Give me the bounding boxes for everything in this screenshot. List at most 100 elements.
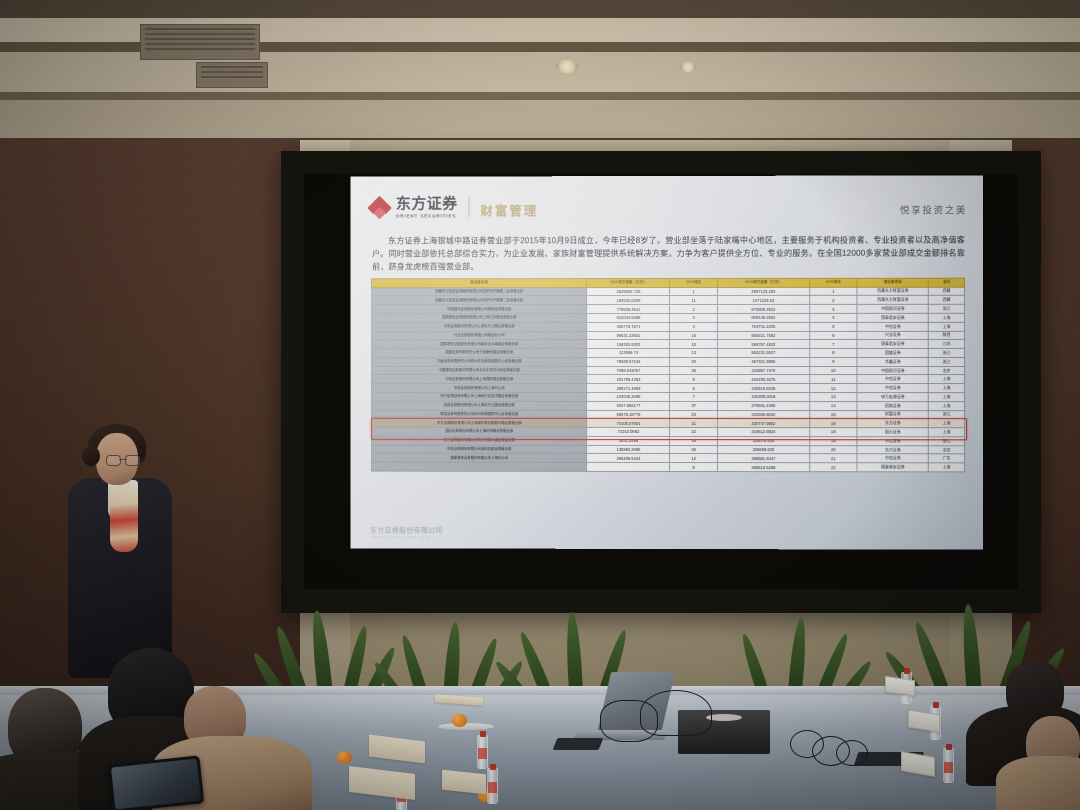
ceiling <box>0 0 1080 152</box>
table-cell: 国泰君安证券 <box>857 313 929 323</box>
table-cell: 2897143.284 <box>717 286 810 296</box>
water-bottle[interactable] <box>487 764 498 804</box>
table-cell: 申万宏源证券 <box>857 392 929 402</box>
table-cell: 国盛证券 <box>857 348 929 358</box>
water-bottle[interactable] <box>477 731 488 769</box>
table-cell: 11 <box>809 374 858 384</box>
table-cell: 18 <box>809 427 858 437</box>
cable-connector-box <box>552 738 604 750</box>
table-cell: 浙江 <box>928 410 965 420</box>
table-cell: 西藏东方财富证券股份有限公司拉萨东环路第二证券营业部 <box>371 295 588 305</box>
table-cell <box>587 462 670 472</box>
table-cell: 289271.4969 <box>587 383 670 393</box>
presenter-hair-bun <box>82 446 100 466</box>
table-cell: 西藏东方财富证券股份有限公司拉萨东环路第二证券营业部 <box>371 287 588 297</box>
table-row: 中国银河证券股份有限公司北京中关村大街证券营业部 7098.032057 35 433… <box>371 366 965 375</box>
table-cell: 国元证券 <box>857 427 929 437</box>
table-cell: 中信证券 <box>857 322 929 331</box>
table-row: 国泰君安证券股份有限公司南京太平南路证券营业部 198393.9303 10 5967… <box>371 339 965 349</box>
slide-body-text: 东方证券上海银城中路证券营业部于2015年10月9日成立，今年已经8岁了。营业部… <box>372 234 965 274</box>
table-header-cell-6: 省份 <box>928 278 965 287</box>
table-cell: 378931.4396 <box>717 401 810 411</box>
slide-slogan: 悦享投资之美 <box>900 205 968 217</box>
table-cell: 上海 <box>928 322 965 331</box>
table-cell: 中信证券股份有限公司上海分公司 <box>371 383 588 393</box>
table-cell: 东兴证券 <box>857 445 929 455</box>
table-cell: 135984.2695 <box>587 445 670 454</box>
smartphone-recording[interactable] <box>107 755 205 810</box>
fruit-plate <box>438 723 494 730</box>
table-row: 国泰君安证券股份有限公司上海江苏路证券营业部 522044.8458 3 809139… <box>371 313 965 323</box>
slide-header: 东方证券 ORIENT SECURITIES 财富管理 悦享投资之美 <box>367 195 969 226</box>
table-cell: 中国银河证券 <box>857 304 929 314</box>
table-cell: 296206.5424 <box>587 453 670 463</box>
table-row: 西藏东方财富证券股份有限公司拉萨东环路第二证券营业部 180632.0309 11 2… <box>371 295 965 305</box>
table-header-cell-5: 营业部券商 <box>857 278 929 287</box>
table-cell: 西藏 <box>928 286 965 296</box>
table-cell: 8 <box>809 348 858 358</box>
table-header-cell-0: 营业部名称 <box>371 278 588 288</box>
table-cell: 37 <box>669 401 718 411</box>
table-cell: 浙江 <box>928 436 965 446</box>
table-cell: 22 <box>669 427 718 437</box>
table-cell: 56678.18779 <box>587 409 670 419</box>
table-cell: 中信证券 <box>857 383 929 393</box>
table-cell: 20 <box>669 357 718 367</box>
table-cell: 40 <box>669 445 718 454</box>
presenter-scarf <box>110 486 138 552</box>
ceiling-vent <box>196 62 268 88</box>
table-cell: 招商证券 <box>857 401 929 411</box>
table-cell: 433857.7376 <box>717 366 810 375</box>
table-cell: 2625902.729 <box>587 287 670 296</box>
table-header-cell-1: 2019成交金额（亿元） <box>587 278 670 288</box>
water-bottle[interactable] <box>943 744 954 783</box>
cable-run <box>600 700 658 742</box>
table-cell: 430309.0018 <box>717 392 810 402</box>
table-cell: 招商证券股份有限公司上海牡丹江路证券营业部 <box>371 401 588 410</box>
table-cell: 35 <box>669 366 718 375</box>
table-row: 中国银河证券股份有限公司网络证券营业部 779839.3541 2 875809.39… <box>371 304 965 314</box>
table-cell: 656221.7582 <box>717 330 810 340</box>
table-cell: 兴业证券股份有限公司陕西分公司 <box>371 331 588 340</box>
table-cell: 3531.2498 <box>587 436 670 446</box>
table-cell: 国泰君安证券 <box>857 462 929 472</box>
table-cell: 广东 <box>928 454 965 464</box>
table-body: 西藏东方财富证券股份有限公司拉萨东环路第二证券营业部 2625902.729 1 2 8… <box>371 286 965 472</box>
table-cell: 7 <box>809 339 858 349</box>
ranking-table: 营业部名称 2019成交金额（亿元） 2019排名 2020成交金额（亿元） 2020排… <box>371 278 965 473</box>
ranking-table-wrap: 营业部名称 2019成交金额（亿元） 2019排名 2020成交金额（亿元） 2020排… <box>370 278 968 473</box>
table-cell: 522044.8458 <box>587 313 670 323</box>
table-cell: 3 <box>669 313 718 323</box>
table-cell: 318612.8834 <box>717 427 810 437</box>
table-cell: 江苏 <box>928 339 965 349</box>
table-cell: 15 <box>669 330 718 340</box>
table-cell: 7098.032057 <box>587 366 670 375</box>
table-cell: 10 <box>669 339 718 349</box>
table-cell: 12 <box>669 453 718 463</box>
table-cell: 中信证券 <box>857 374 929 384</box>
table-cell: 中国银河证券股份有限公司网络证券营业部 <box>371 304 588 314</box>
table-cell: 809139.2652 <box>717 313 810 323</box>
table-cell: 308698.533 <box>717 445 810 455</box>
slide-watermark: 东方证券股份有限公司 ORIENT SECURITIES COMPANY LIM… <box>370 525 443 539</box>
table-header-cell-2: 2019排名 <box>669 278 718 288</box>
table-cell: 东方证券股份有限公司上海浦东新区银城中路证券营业部 <box>371 418 588 428</box>
table-cell: 2471229.63 <box>717 295 810 305</box>
table-cell: 2 <box>669 304 718 314</box>
watermark-en: ORIENT SECURITIES COMPANY LIMITED <box>370 536 431 540</box>
table-header-cell-4: 2020排名 <box>809 278 858 287</box>
table-cell: 596757.4932 <box>717 339 810 349</box>
table-cell: 298681.9347 <box>717 453 810 463</box>
brand-name-en: ORIENT SECURITIES <box>395 213 457 219</box>
table-cell: 123599.74 <box>587 348 670 358</box>
table-cell: 申万宏源证券有限公司上海闵行区吴中路证券营业部 <box>371 392 588 402</box>
table-cell: 上海 <box>928 401 965 411</box>
table-row: 中信证券股份有限公司上海牡丹江路证券营业部 405778.7871 4 704731.… <box>371 322 965 332</box>
table-cell: 东方证券 <box>857 418 929 428</box>
downlight <box>556 60 578 73</box>
table-cell <box>371 462 588 472</box>
table-cell: 上海 <box>928 313 965 323</box>
table-cell: 国泰君安证券股份有限公司南京太平南路证券营业部 <box>371 339 588 349</box>
table-cell: 779839.3541 <box>587 304 670 314</box>
